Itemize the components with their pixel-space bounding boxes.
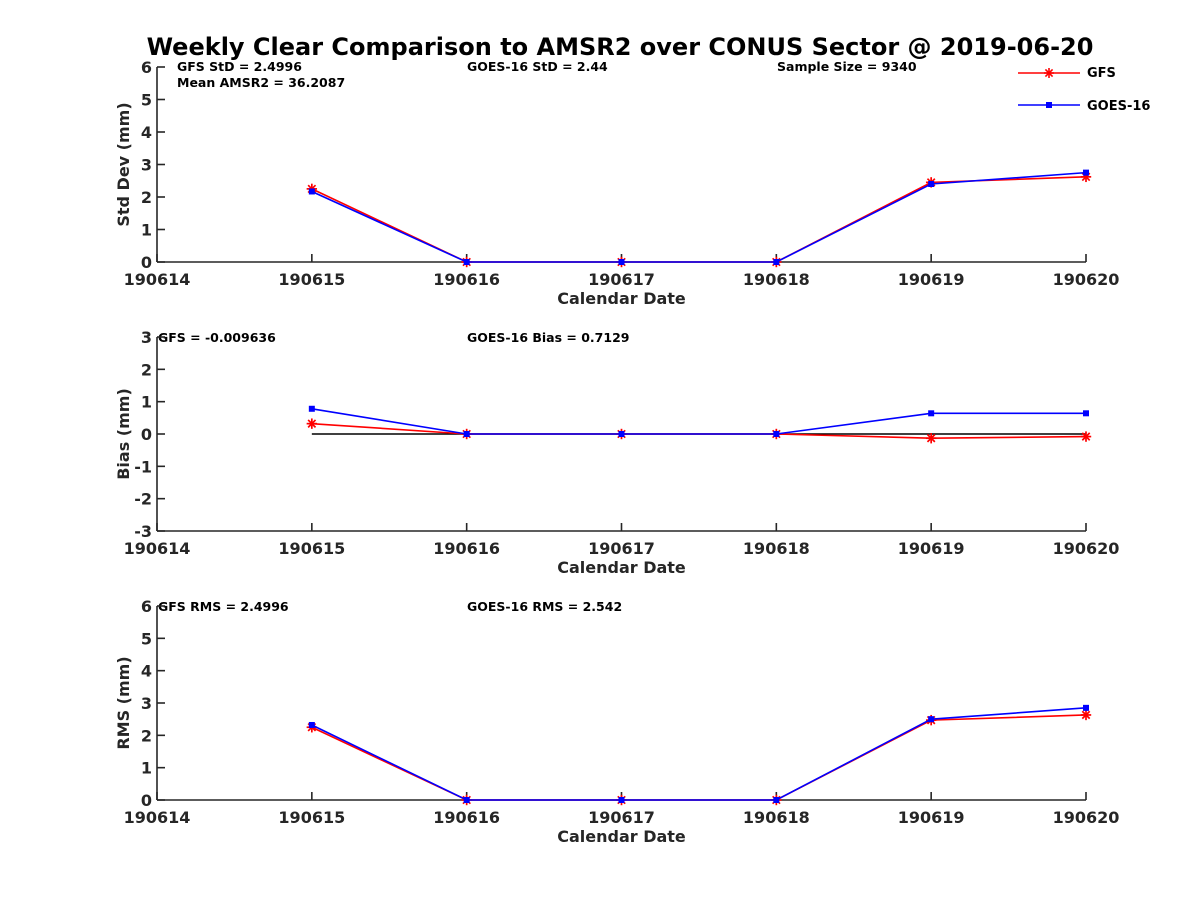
rms-goes-16-line	[311, 707, 1087, 801]
stat-goes-bias: GOES-16 Bias = 0.7129	[467, 330, 629, 345]
bias-x-tick-label: 190618	[743, 539, 810, 558]
stat-sample-size: Sample Size = 9340	[777, 59, 917, 74]
stddev-x-tick-label: 190620	[1053, 270, 1120, 289]
stat-gfs-std: GFS StD = 2.4996	[177, 59, 302, 74]
rms-x-tick-label: 190620	[1053, 808, 1120, 827]
rms-y-tick-label: 0	[141, 791, 152, 810]
rms-x-tick-label: 190614	[124, 808, 191, 827]
legend-gfs-marker	[1044, 68, 1054, 78]
bias-goes-16-point	[463, 431, 470, 437]
bias-goes-16-line	[311, 407, 1086, 435]
bias-y-tick-label: 3	[141, 328, 152, 347]
stddev-goes-16-point	[928, 181, 935, 187]
stddev-y-tick-label: 1	[141, 221, 152, 240]
bias-y-tick-label: -1	[134, 457, 152, 476]
bias-goes-16-point	[308, 405, 315, 412]
stddev-x-tick-label: 190616	[433, 270, 500, 289]
rms-x-axis-title: Calendar Date	[557, 827, 686, 846]
legend: GFS GOES-16	[1018, 66, 1150, 114]
bias-x-tick-label: 190616	[433, 539, 500, 558]
stddev-y-tick-label: 2	[141, 188, 152, 207]
stat-gfs-rms: GFS RMS = 2.4996	[158, 599, 289, 614]
panel-stddev: GFS StD = 2.4996 Mean AMSR2 = 36.2087 GO…	[114, 58, 1119, 308]
bias-goes-16-point	[773, 431, 780, 437]
stat-goes-std: GOES-16 StD = 2.44	[467, 59, 608, 74]
bias-gfs-point	[1080, 431, 1092, 442]
stat-gfs-bias: GFS = -0.009636	[158, 330, 276, 345]
bias-y-tick-label: 2	[141, 360, 152, 379]
stddev-goes-16-point	[773, 259, 780, 265]
bias-y-tick-label: -2	[134, 490, 152, 509]
bias-x-tick-label: 190620	[1053, 539, 1120, 558]
rms-gfs-line	[311, 714, 1087, 801]
bias-y-tick-label: 1	[141, 393, 152, 412]
rms-y-axis-title: RMS (mm)	[114, 656, 133, 749]
rms-goes-16-point	[773, 797, 780, 803]
legend-gfs-label: GFS	[1087, 66, 1116, 81]
stat-mean-amsr2: Mean AMSR2 = 36.2087	[177, 75, 345, 90]
rms-y-tick-label: 5	[141, 629, 152, 648]
stddev-gfs-line	[311, 176, 1087, 263]
rms-goes-16-point	[618, 797, 625, 803]
stat-goes-rms: GOES-16 RMS = 2.542	[467, 599, 622, 614]
bias-goes-16-point	[928, 410, 935, 417]
legend-goes-marker	[1046, 102, 1052, 108]
rms-x-tick-label: 190615	[278, 808, 345, 827]
bias-gfs-point	[306, 418, 318, 429]
rms-y-tick-label: 6	[141, 597, 152, 616]
stddev-goes-16-point	[308, 188, 315, 195]
rms-y-tick-label: 4	[141, 662, 152, 681]
stddev-x-tick-label: 190619	[898, 270, 965, 289]
rms-gfs-point	[1080, 709, 1092, 721]
panel-rms: GFS RMS = 2.4996 GOES-16 RMS = 2.542 190…	[114, 597, 1119, 846]
stddev-x-tick-label: 190615	[278, 270, 345, 289]
rms-goes-16-point	[463, 797, 470, 803]
bias-gfs-point	[925, 433, 937, 444]
bias-goes-16-point	[1083, 410, 1089, 417]
rms-x-tick-label: 190616	[433, 808, 500, 827]
rms-x-tick-label: 190619	[898, 808, 965, 827]
stddev-x-tick-label: 190617	[588, 270, 655, 289]
legend-goes-label: GOES-16	[1087, 99, 1150, 114]
bias-x-tick-label: 190617	[588, 539, 655, 558]
bias-gfs-line	[311, 422, 1087, 440]
bias-goes-16-point	[618, 431, 625, 437]
rms-y-tick-label: 2	[141, 726, 152, 745]
rms-goes-16-point	[1083, 704, 1089, 711]
bias-y-tick-label: 0	[141, 425, 152, 444]
stddev-y-tick-label: 0	[141, 253, 152, 272]
stddev-y-tick-label: 4	[141, 123, 152, 142]
bias-y-axis-title: Bias (mm)	[114, 388, 133, 480]
stddev-y-tick-label: 3	[141, 156, 152, 175]
stddev-x-tick-label: 190618	[743, 270, 810, 289]
bias-x-tick-label: 190614	[124, 539, 191, 558]
bias-x-tick-label: 190619	[898, 539, 965, 558]
stddev-y-tick-label: 6	[141, 58, 152, 77]
panel-bias: GFS = -0.009636 GOES-16 Bias = 0.7129 19…	[114, 328, 1119, 577]
stddev-x-tick-label: 190614	[124, 270, 191, 289]
stddev-x-axis-title: Calendar Date	[557, 289, 686, 308]
stddev-y-axis-title: Std Dev (mm)	[114, 102, 133, 226]
stddev-goes-16-point	[463, 259, 470, 265]
rms-x-tick-label: 190618	[743, 808, 810, 827]
bias-x-axis-title: Calendar Date	[557, 558, 686, 577]
rms-y-tick-label: 1	[141, 759, 152, 778]
bias-x-tick-label: 190615	[278, 539, 345, 558]
stddev-goes-16-point	[1083, 169, 1089, 176]
rms-goes-16-point	[308, 721, 315, 728]
rms-y-tick-label: 3	[141, 694, 152, 713]
rms-x-tick-label: 190617	[588, 808, 655, 827]
rms-goes-16-point	[928, 716, 935, 723]
figure-title: Weekly Clear Comparison to AMSR2 over CO…	[147, 33, 1094, 61]
stddev-goes-16-line	[311, 171, 1087, 263]
bias-y-tick-label: -3	[134, 522, 152, 541]
stddev-goes-16-point	[618, 259, 625, 265]
stddev-y-tick-label: 5	[141, 91, 152, 110]
